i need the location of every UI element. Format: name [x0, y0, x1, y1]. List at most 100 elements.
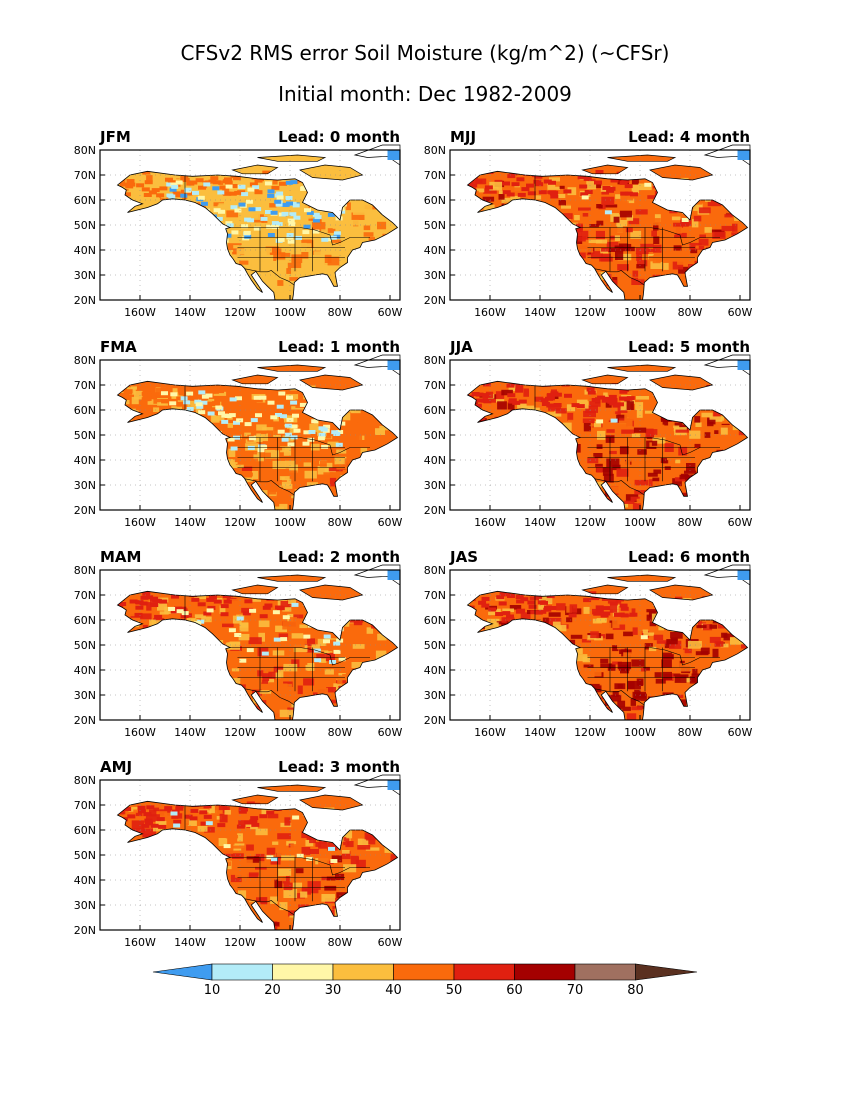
- figure-title: CFSv2 RMS error Soil Moisture (kg/m^2) (…: [181, 41, 670, 65]
- lat-tick-label: 60N: [424, 614, 446, 627]
- lon-tick-label: 60W: [728, 516, 753, 529]
- lat-tick-label: 40N: [74, 874, 96, 887]
- lon-tick-label: 100W: [274, 306, 306, 319]
- lat-tick-label: 50N: [424, 429, 446, 442]
- colorbar-segment: [514, 963, 576, 981]
- lat-tick-label: 70N: [424, 169, 446, 182]
- lat-tick-label: 30N: [74, 689, 96, 702]
- lat-tick-label: 50N: [74, 429, 96, 442]
- lon-tick-label: 140W: [524, 516, 556, 529]
- panel-lead-label: Lead: 5 month: [628, 338, 750, 356]
- lat-tick-label: 20N: [74, 924, 96, 937]
- panel-lead-label: Lead: 1 month: [278, 338, 400, 356]
- lon-tick-label: 160W: [474, 726, 506, 739]
- lon-tick-label: 120W: [224, 726, 256, 739]
- panel-lead-label: Lead: 4 month: [628, 128, 750, 146]
- lat-tick-label: 80N: [424, 354, 446, 367]
- panel-lead-label: Lead: 3 month: [278, 758, 400, 776]
- lon-tick-label: 120W: [224, 936, 256, 949]
- map-panel-jfm: JFM Lead: 0 month 20N 30N 40N 50N 60N 70N 80N 160…: [74, 128, 403, 319]
- colorbar-segment: [332, 963, 394, 981]
- lon-tick-label: 140W: [174, 306, 206, 319]
- lat-tick-label: 40N: [424, 244, 446, 257]
- lat-tick-label: 20N: [424, 714, 446, 727]
- lat-tick-label: 50N: [74, 639, 96, 652]
- lat-tick-label: 70N: [74, 169, 96, 182]
- panel-season-label: JAS: [449, 548, 478, 566]
- coastline: [466, 170, 749, 301]
- lon-tick-label: 100W: [624, 726, 656, 739]
- lon-tick-label: 80W: [328, 516, 353, 529]
- lon-tick-label: 60W: [728, 726, 753, 739]
- panel-lead-label: Lead: 2 month: [278, 548, 400, 566]
- lon-tick-label: 160W: [474, 306, 506, 319]
- lat-tick-label: 40N: [424, 454, 446, 467]
- lon-tick-label: 120W: [224, 516, 256, 529]
- lat-tick-label: 60N: [424, 404, 446, 417]
- colorbar-tick-label: 30: [325, 983, 342, 998]
- lat-tick-label: 30N: [74, 269, 96, 282]
- panel-season-label: FMA: [100, 338, 137, 356]
- panel-season-label: AMJ: [100, 758, 132, 776]
- colorbar-tick-label: 80: [627, 983, 644, 998]
- lon-tick-label: 80W: [678, 726, 703, 739]
- lat-tick-label: 20N: [74, 294, 96, 307]
- lon-tick-label: 120W: [574, 516, 606, 529]
- lon-tick-label: 140W: [524, 726, 556, 739]
- lon-tick-label: 80W: [328, 726, 353, 739]
- coastline: [116, 170, 399, 301]
- lat-tick-label: 50N: [74, 219, 96, 232]
- lat-tick-label: 60N: [74, 614, 96, 627]
- map-panel-jas: JAS Lead: 6 month 20N 30N 40N 50N 60N 70N 80N 160…: [424, 548, 753, 739]
- map-panel-fma: FMA Lead: 1 month 20N 30N 40N 50N 60N 70N 80N 160…: [74, 338, 403, 529]
- colorbar-tick-label: 50: [446, 983, 463, 998]
- coastline: [116, 800, 399, 931]
- lat-tick-label: 80N: [424, 144, 446, 157]
- lon-tick-label: 80W: [328, 306, 353, 319]
- colorbar-segment: [211, 963, 273, 981]
- panel-season-label: JJA: [449, 338, 473, 356]
- coastline: [116, 590, 399, 721]
- figure-subtitle: Initial month: Dec 1982-2009: [278, 82, 572, 106]
- lat-tick-label: 50N: [74, 849, 96, 862]
- coastline: [466, 380, 749, 511]
- colorbar: 10 20 30 40 50 60 70 80: [152, 963, 698, 998]
- lon-tick-label: 160W: [474, 516, 506, 529]
- map-panel-mjj: MJJ Lead: 4 month 20N 30N 40N 50N 60N 70N 80N 160…: [424, 128, 753, 319]
- lon-tick-label: 160W: [124, 726, 156, 739]
- lon-tick-label: 160W: [124, 516, 156, 529]
- lon-tick-label: 60W: [378, 516, 403, 529]
- panel-lead-label: Lead: 0 month: [278, 128, 400, 146]
- colorbar-segment: [393, 963, 455, 981]
- lat-tick-label: 30N: [74, 899, 96, 912]
- lat-tick-label: 20N: [74, 504, 96, 517]
- panel-season-label: JFM: [99, 128, 131, 146]
- map-panel-jja: JJA Lead: 5 month 20N 30N 40N 50N 60N 70N 80N 160…: [424, 338, 753, 529]
- lon-tick-label: 160W: [124, 936, 156, 949]
- lat-tick-label: 60N: [74, 194, 96, 207]
- colorbar-high-arrow: [635, 963, 698, 981]
- colorbar-tick-label: 60: [506, 983, 523, 998]
- lat-tick-label: 30N: [424, 689, 446, 702]
- lon-tick-label: 120W: [574, 306, 606, 319]
- lat-tick-label: 60N: [74, 824, 96, 837]
- lat-tick-label: 70N: [424, 589, 446, 602]
- coastline: [116, 380, 399, 511]
- panel-season-label: MJJ: [450, 128, 476, 146]
- lon-tick-label: 160W: [124, 306, 156, 319]
- lon-tick-label: 60W: [378, 726, 403, 739]
- lat-tick-label: 70N: [74, 589, 96, 602]
- lon-tick-label: 80W: [678, 516, 703, 529]
- lat-tick-label: 80N: [74, 144, 96, 157]
- colorbar-tick-label: 70: [567, 983, 584, 998]
- lon-tick-label: 100W: [624, 516, 656, 529]
- lon-tick-label: 60W: [378, 936, 403, 949]
- lat-tick-label: 80N: [74, 774, 96, 787]
- lat-tick-label: 40N: [74, 244, 96, 257]
- lat-tick-label: 50N: [424, 219, 446, 232]
- lat-tick-label: 70N: [74, 379, 96, 392]
- map-panels: JFM Lead: 0 month 20N 30N 40N 50N 60N 70N 80N 160…: [74, 128, 753, 949]
- colorbar-segment: [272, 963, 334, 981]
- lon-tick-label: 100W: [624, 306, 656, 319]
